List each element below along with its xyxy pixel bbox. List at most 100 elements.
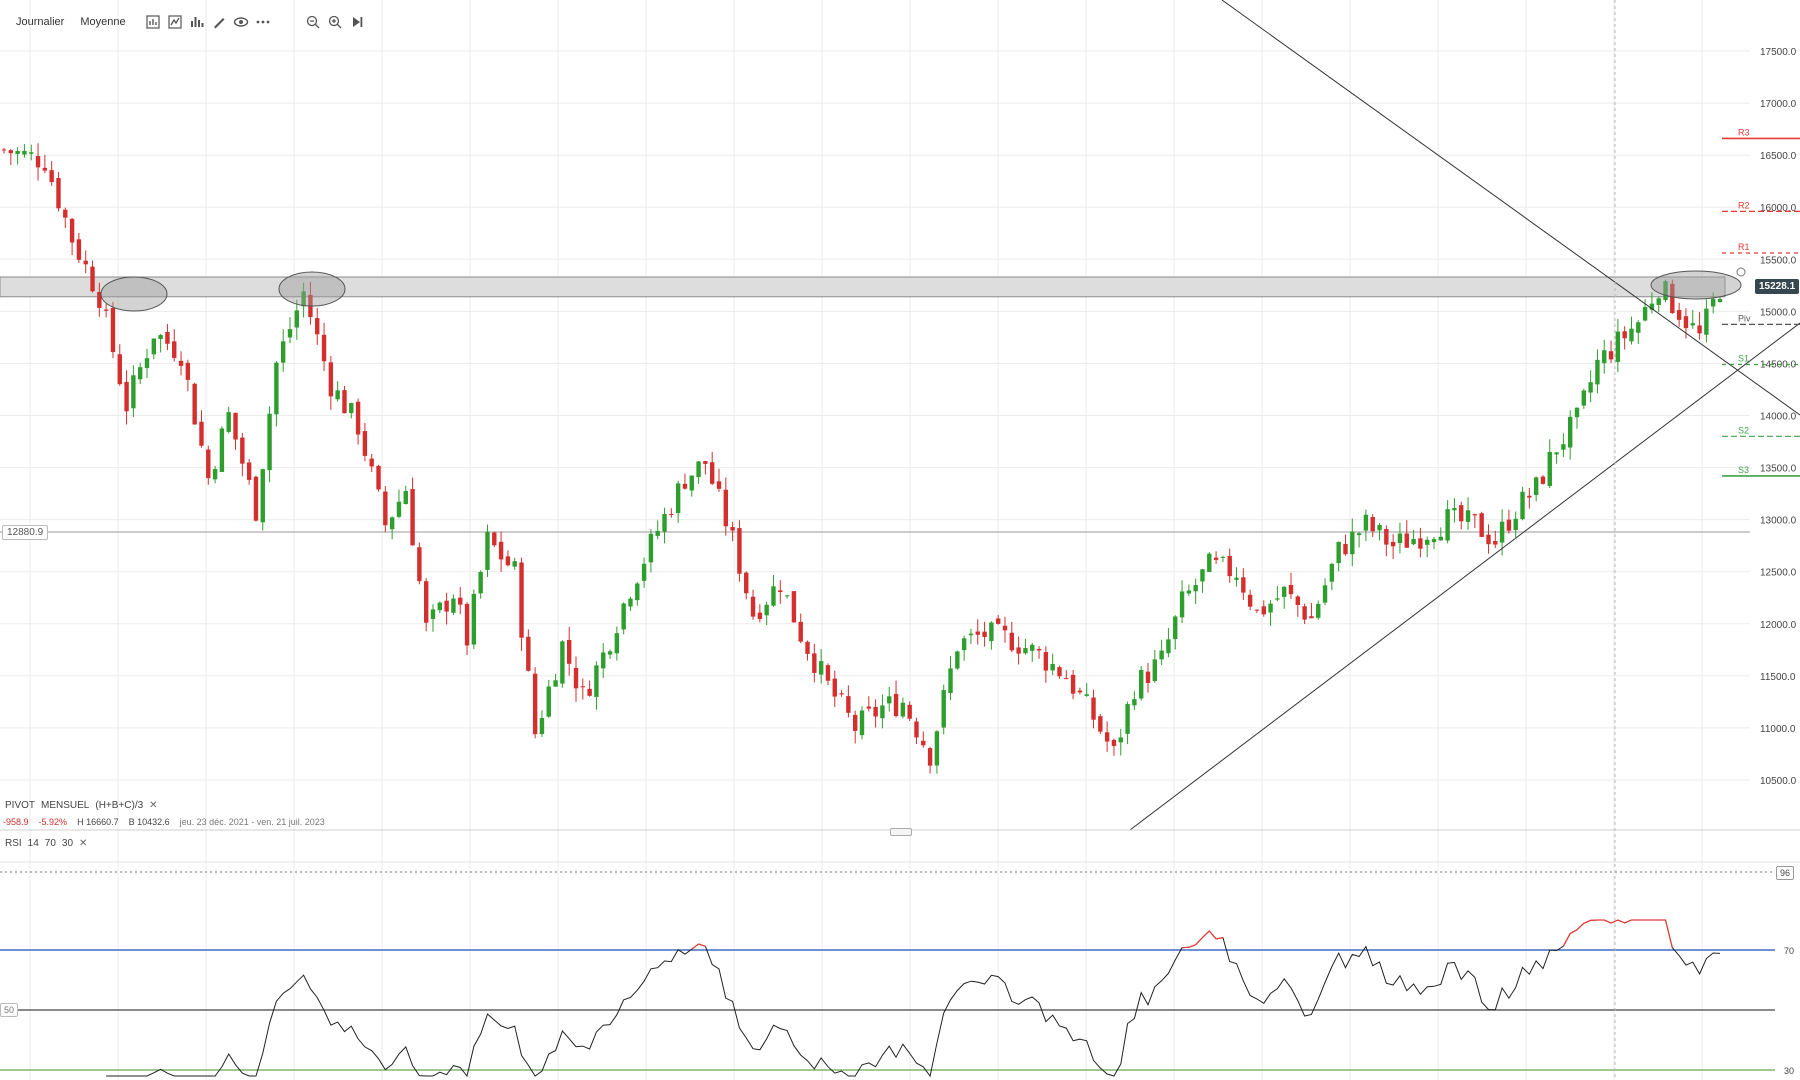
candle-body <box>1336 541 1341 564</box>
candle-body <box>335 390 340 400</box>
candle-body <box>280 341 286 363</box>
candle-body <box>778 590 783 593</box>
candle-body <box>771 586 776 606</box>
candle-body <box>968 633 974 636</box>
candle-body <box>1486 534 1491 545</box>
candle-body <box>1424 539 1430 545</box>
candle-body <box>1506 519 1512 531</box>
candle-body <box>750 596 756 617</box>
candle-body <box>709 462 715 484</box>
candle-body <box>97 292 102 308</box>
price-axis-label: 17000.0 <box>1760 99 1797 110</box>
candle-body <box>437 602 443 611</box>
candle-body <box>1268 603 1273 613</box>
candle-body <box>1091 697 1096 720</box>
rsi-close-icon[interactable]: ✕ <box>79 838 88 849</box>
candle-body <box>451 598 456 613</box>
candle-body <box>1608 351 1614 360</box>
candle-body <box>1438 536 1444 541</box>
candle-body <box>172 341 177 358</box>
candle-body <box>69 218 75 243</box>
indicator-icon[interactable] <box>164 11 186 33</box>
candle-body <box>1465 510 1471 522</box>
candle-body <box>1561 444 1566 450</box>
pivot-close-icon[interactable]: ✕ <box>149 800 158 811</box>
candle-body <box>893 693 899 716</box>
candle-body <box>573 667 579 689</box>
candle-body <box>131 375 136 409</box>
candle-body <box>532 673 538 735</box>
eye-icon[interactable] <box>230 11 252 33</box>
candle-body <box>137 367 143 380</box>
candle-body <box>1309 616 1314 619</box>
candle-body <box>29 152 34 154</box>
candle-body <box>1159 650 1164 660</box>
candle-body <box>1009 632 1015 651</box>
candle-body <box>287 329 293 338</box>
chart-type-icon[interactable] <box>142 11 164 33</box>
candle-body <box>1493 541 1498 545</box>
pivot-legend: PIVOT MENSUEL (H+B+C)/3 ✕ <box>5 800 158 811</box>
price-axis-label: 16500.0 <box>1760 151 1797 162</box>
rsi-axis-label-96: 96 <box>1776 866 1795 880</box>
price-axis-label: 13500.0 <box>1760 464 1797 475</box>
candle-body <box>1540 476 1546 484</box>
candle-body <box>15 150 20 154</box>
pivot-period: MENSUEL <box>41 800 90 811</box>
candle-body <box>1179 591 1185 618</box>
candle-body <box>423 581 429 623</box>
candle-body <box>1125 704 1130 734</box>
trendline-down <box>1221 0 1800 416</box>
candle-body <box>355 401 361 435</box>
pencil-icon[interactable] <box>208 11 230 33</box>
candle-body <box>655 531 660 536</box>
candle-body <box>628 598 633 607</box>
more-icon[interactable] <box>252 11 274 33</box>
price-axis-label: 11500.0 <box>1760 672 1796 683</box>
candle-body <box>1704 308 1709 335</box>
candle-body <box>369 458 374 467</box>
period-selector[interactable]: Journalier <box>16 16 65 28</box>
horizontal-line-label[interactable]: 12880.9 <box>2 525 49 540</box>
candle-body <box>1418 538 1423 549</box>
candle-body <box>1227 555 1232 577</box>
candle-body <box>478 571 483 594</box>
candle-body <box>165 331 170 344</box>
candle-body <box>83 260 88 265</box>
candle-body <box>1499 521 1505 543</box>
candle-body <box>233 412 238 440</box>
pivot-high: H 16660.7 <box>77 817 119 827</box>
rsi-axis-label-50: 50 <box>0 1003 19 1017</box>
candle-body <box>1356 533 1362 536</box>
candle-body <box>90 266 95 292</box>
pivot-date-range: jeu. 23 déc. 2021 - ven. 21 juil. 2023 <box>179 817 325 827</box>
zoom-in-icon[interactable] <box>324 11 346 33</box>
zoom-out-icon[interactable] <box>302 11 324 33</box>
resistance-zone <box>0 276 1726 298</box>
candle-body <box>1138 669 1144 699</box>
chart-style-selector[interactable]: Moyenne <box>80 16 126 28</box>
candle-body <box>1132 699 1137 706</box>
candle-body <box>1016 647 1021 654</box>
candle-body <box>887 696 892 704</box>
candle-body <box>825 665 831 681</box>
candle-body <box>294 310 300 328</box>
candle-body <box>1350 531 1355 555</box>
candle-body <box>553 680 558 687</box>
candle-body <box>178 360 184 366</box>
candle-body <box>1513 518 1518 531</box>
play-forward-icon[interactable] <box>346 11 368 33</box>
candle-body <box>1 149 7 151</box>
candle-body <box>921 740 926 746</box>
candle-body <box>219 428 225 472</box>
candle-body <box>682 483 688 489</box>
candle-body <box>648 533 654 563</box>
candle-body <box>989 622 994 642</box>
panel-resize-handle[interactable] <box>890 828 912 836</box>
candle-body <box>764 604 769 616</box>
candle-body <box>846 696 851 713</box>
bar-chart-icon[interactable] <box>186 11 208 33</box>
candle-body <box>1547 451 1552 486</box>
candle-body <box>1288 584 1294 595</box>
